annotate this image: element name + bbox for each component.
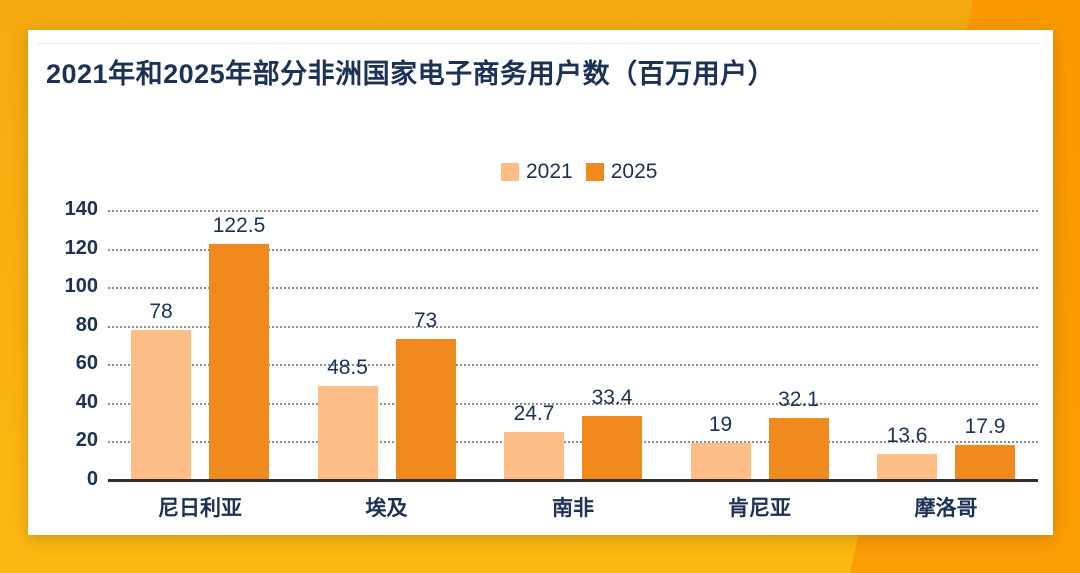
gridline-40 (108, 402, 1038, 405)
legend-item-2021: 2021 (501, 160, 573, 184)
bar-2021-尼日利亚 (131, 329, 191, 480)
bar-2025-肯尼亚 (768, 418, 829, 480)
bar-2021-南非 (504, 432, 564, 480)
bar-value-label-2025-埃及: 73 (413, 309, 438, 333)
bar-value-label-2021-南非: 24.7 (513, 402, 555, 426)
bar-value-label-2025-南非: 33.4 (591, 385, 633, 409)
bar-2025-摩洛哥 (955, 445, 1015, 480)
bar-2021-埃及 (317, 386, 378, 480)
gridline-60 (108, 364, 1038, 367)
y-axis-tick-label-20: 20 (75, 429, 98, 452)
y-axis-tick-label-0: 0 (86, 468, 98, 490)
gridline-120 (108, 248, 1038, 251)
bar-value-label-2021-摩洛哥: 13.6 (886, 423, 928, 447)
x-axis-label-埃及: 埃及 (365, 496, 408, 520)
x-axis-label-尼日利亚: 尼日利亚 (158, 496, 242, 520)
bar-value-label-2025-摩洛哥: 17.9 (964, 415, 1006, 439)
y-axis-tick-label-40: 40 (75, 390, 98, 413)
y-axis-tick-label-60: 60 (75, 352, 98, 375)
bar-chart-plot-area: 0 20 40 60 80 100 120 140 78 122.5 尼日利亚 48.5 73 埃及 24.… (28, 30, 1053, 535)
x-axis-label-肯尼亚: 肯尼亚 (728, 496, 791, 520)
bar-2021-摩洛哥 (877, 453, 937, 480)
y-axis-tick-label-100: 100 (64, 275, 98, 298)
bar-2025-尼日利亚 (209, 243, 269, 480)
bar-value-label-2025-肯尼亚: 32.1 (778, 388, 819, 412)
bar-value-label-2025-尼日利亚: 122.5 (212, 213, 266, 237)
x-axis-label-南非: 南非 (552, 496, 594, 520)
bar-value-label-2021-埃及: 48.5 (327, 356, 368, 380)
gridline-100 (108, 287, 1038, 290)
bar-2021-肯尼亚 (690, 443, 751, 480)
x-axis-baseline (108, 479, 1038, 482)
gridline-80 (108, 325, 1038, 328)
chart-legend: 2021 2025 (501, 160, 657, 184)
legend-item-2025: 2025 (585, 160, 658, 184)
gridline-20 (108, 441, 1038, 444)
legend-swatch-2021 (501, 163, 519, 181)
card-top-divider (38, 43, 1040, 44)
bar-value-label-2021-尼日利亚: 78 (149, 299, 173, 323)
gridline-140 (108, 210, 1038, 212)
bar-2025-南非 (582, 415, 642, 480)
bar-2025-埃及 (395, 339, 456, 480)
x-axis-label-摩洛哥: 摩洛哥 (914, 496, 978, 520)
legend-label-2021: 2021 (526, 160, 573, 183)
y-axis-tick-label-140: 140 (64, 198, 98, 220)
chart-card: 2021年和2025年部分非洲国家电子商务用户数（百万用户） 2021 2025 … (28, 30, 1053, 535)
y-axis-tick-label-80: 80 (75, 313, 98, 336)
legend-swatch-2025 (585, 163, 604, 181)
y-axis-tick-label-120: 120 (64, 236, 98, 259)
chart-title: 2021年和2025年部分非洲国家电子商务用户数（百万用户） (46, 59, 776, 89)
bar-value-label-2021-肯尼亚: 19 (708, 413, 733, 437)
legend-label-2025: 2025 (610, 160, 658, 183)
